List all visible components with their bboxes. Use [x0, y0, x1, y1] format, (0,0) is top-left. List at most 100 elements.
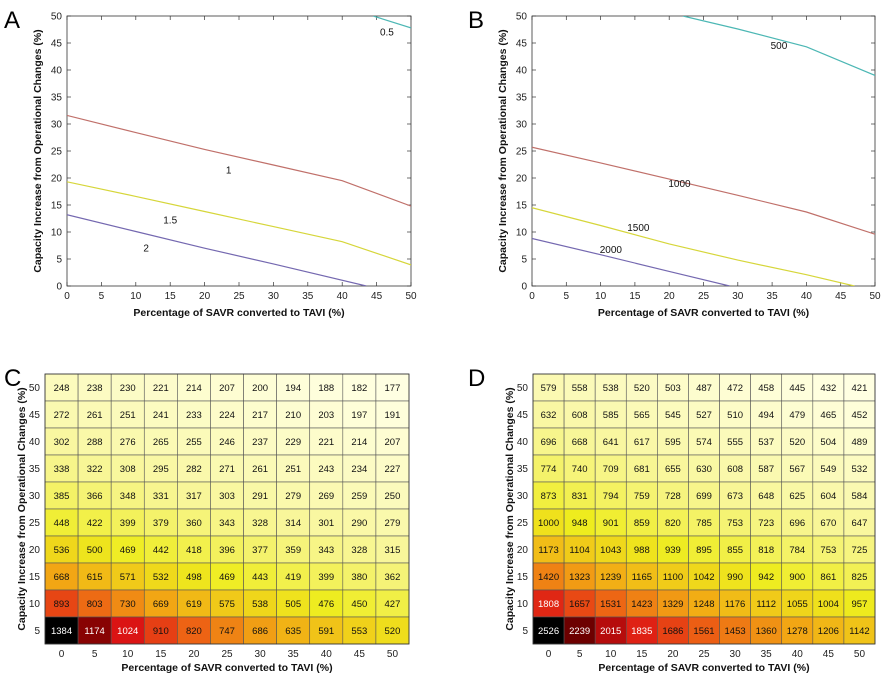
contour-line-1000	[532, 146, 875, 235]
y-tick-label: 30	[29, 491, 41, 502]
cell-value: 794	[603, 491, 619, 502]
heatmap-cell	[719, 400, 751, 429]
x-axis-label: Percentage of SAVR converted to TAVI (%)	[133, 307, 344, 319]
cell-value: 385	[54, 491, 70, 502]
heatmap-cell	[781, 535, 814, 564]
heatmap-cell	[812, 454, 845, 483]
heatmap-cell	[812, 373, 845, 402]
plot-frame	[531, 15, 876, 287]
y-axis-label: Capacity Increase from Operational Chang…	[504, 387, 516, 630]
x-tick-label: 50	[387, 649, 399, 660]
y-tick-label: 35	[51, 93, 63, 104]
panel-label: D	[468, 365, 485, 392]
y-tick-label: 15	[29, 572, 41, 583]
heatmap-cell	[177, 508, 211, 537]
heatmap-cell	[309, 454, 344, 483]
cell-value: 608	[727, 464, 743, 475]
heatmap-cell	[781, 562, 814, 591]
heatmap-cell	[657, 427, 689, 456]
cell-value: 753	[727, 518, 743, 529]
cell-value: 377	[252, 545, 268, 556]
heatmap-cell	[750, 616, 783, 645]
y-tick-label: 25	[29, 518, 41, 529]
cell-value: 210	[285, 410, 301, 421]
y-tick-label: 10	[51, 228, 63, 239]
cell-value: 536	[54, 545, 70, 556]
cell-value: 532	[852, 464, 868, 475]
heatmap-cell	[177, 400, 211, 429]
cell-value: 452	[852, 410, 868, 421]
y-tick-label: 25	[516, 147, 528, 158]
heatmap-cell	[843, 454, 876, 483]
heatmap-cell	[657, 400, 689, 429]
heatmap-cell	[210, 616, 244, 645]
panel-label: A	[4, 7, 20, 34]
heatmap-cell	[243, 481, 277, 510]
heatmap-cell	[750, 535, 783, 564]
heatmap-cell	[843, 535, 876, 564]
heatmap-cell	[812, 400, 845, 429]
cell-value: 957	[852, 599, 868, 610]
cell-value: 255	[186, 437, 202, 448]
cell-value: 1531	[600, 599, 621, 610]
heatmap-cell	[342, 589, 377, 618]
cell-value: 571	[120, 572, 136, 583]
heatmap-cell	[276, 562, 311, 591]
cell-value: 555	[727, 437, 743, 448]
x-tick-label: 15	[636, 649, 648, 660]
cell-value: 259	[351, 491, 367, 502]
cell-value: 723	[758, 518, 774, 529]
cell-value: 740	[572, 464, 588, 475]
cell-value: 399	[318, 572, 334, 583]
cell-value: 505	[285, 599, 301, 610]
cell-value: 520	[385, 626, 401, 637]
heatmap-cell	[625, 400, 658, 429]
cell-value: 574	[696, 437, 712, 448]
x-tick-label: 20	[188, 649, 200, 660]
cell-value: 988	[634, 545, 650, 556]
cell-value: 668	[54, 572, 70, 583]
contour-label: 0.5	[380, 28, 394, 39]
cell-value: 820	[665, 518, 681, 529]
heatmap-cell	[110, 535, 145, 564]
cell-value: 269	[318, 491, 334, 502]
panel-a: A 0 5 10 15 20 25 30 35 40 45 50 0 5 10 15 20 25 30 35 40 45 5…	[4, 7, 417, 319]
heatmap-cell	[625, 589, 658, 618]
cell-value: 1423	[631, 599, 652, 610]
cell-value: 859	[634, 518, 650, 529]
y-axis-label: Capacity Increase from Operational Chang…	[32, 29, 44, 272]
cell-value: 227	[385, 464, 401, 475]
x-tick-label: 30	[730, 649, 742, 660]
heatmap-cell	[143, 616, 178, 645]
cell-value: 2015	[600, 626, 621, 637]
cell-value: 1420	[538, 572, 559, 583]
cell-value: 308	[120, 464, 136, 475]
x-tick-label: 40	[801, 291, 813, 302]
heatmap-cell	[276, 427, 311, 456]
x-tick-label: 45	[835, 291, 847, 302]
heatmap-cell	[342, 400, 377, 429]
cell-value: 494	[758, 410, 774, 421]
heatmap-cell	[719, 454, 751, 483]
heatmap-cell	[77, 454, 112, 483]
heatmap-cell	[563, 589, 596, 618]
heatmap-cell	[688, 427, 720, 456]
cell-value: 282	[186, 464, 202, 475]
heatmap-cell	[843, 562, 876, 591]
cell-value: 585	[603, 410, 619, 421]
cell-value: 214	[351, 437, 367, 448]
cell-value: 203	[318, 410, 334, 421]
heatmap-cell	[657, 535, 689, 564]
heatmap-cell	[375, 562, 410, 591]
cell-value: 2239	[569, 626, 590, 637]
heatmap-cell	[309, 373, 344, 402]
cell-value: 784	[789, 545, 805, 556]
cell-value: 545	[665, 410, 681, 421]
cell-value: 241	[153, 410, 169, 421]
heatmap-cell	[44, 589, 79, 618]
x-tick-label: 0	[59, 649, 65, 660]
cell-value: 855	[727, 545, 743, 556]
heatmap-cell	[44, 481, 79, 510]
heatmap-cell	[688, 481, 720, 510]
